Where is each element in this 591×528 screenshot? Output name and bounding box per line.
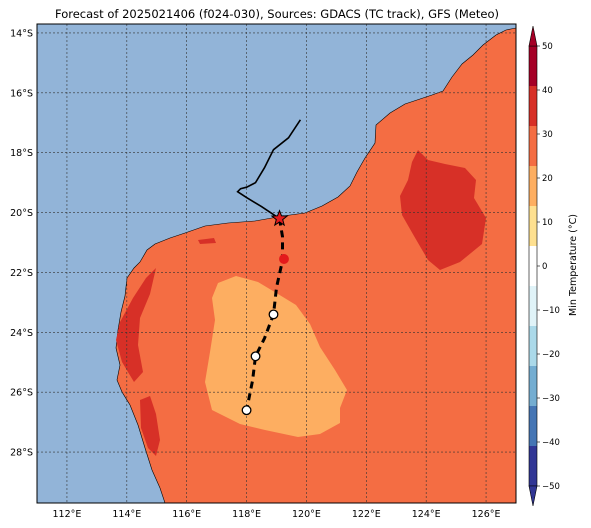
colorbar-bottom-arrow — [528, 485, 538, 507]
colorbar-tick-label: 20 — [542, 174, 553, 184]
x-tick-label: 126°E — [472, 509, 501, 520]
colorbar-segment — [529, 46, 537, 87]
map-frame — [36, 23, 517, 504]
colorbar-segment — [529, 86, 537, 127]
colorbar-top-arrow — [528, 25, 538, 47]
forecast-point-marker — [250, 351, 261, 362]
forecast-point-marker — [241, 405, 252, 416]
colorbar-label: Min Temperature (°C) — [568, 214, 579, 316]
colorbar-tick-label: 10 — [542, 218, 553, 228]
x-tick-label: 116°E — [172, 509, 201, 520]
colorbar-segment — [529, 406, 537, 447]
x-axis-ticks: 112°E 114°E 116°E 118°E 120°E 122°E 124°E 126°E — [52, 509, 500, 520]
x-tick-label: 122°E — [352, 509, 381, 520]
y-tick-label: 18°S — [10, 148, 33, 159]
colorbar-tick-label: −30 — [542, 394, 560, 404]
colorbar-segment — [529, 126, 537, 167]
map-area — [37, 24, 516, 503]
colorbar-tick-label: 0 — [542, 262, 547, 272]
colorbar-segment — [529, 166, 537, 207]
x-tick-label: 112°E — [52, 509, 81, 520]
colorbar: 50 40 30 20 10 0 −10 −20 −30 −40 −50 — [528, 25, 560, 507]
figure-title: Forecast of 2025021406 (f024-030), Sourc… — [55, 7, 499, 21]
forecast-points — [241, 254, 289, 416]
colorbar-tick-label: −10 — [542, 306, 560, 316]
colorbar-tick-label: 50 — [542, 42, 553, 52]
colorbar-segment — [529, 206, 537, 247]
x-tick-label: 118°E — [232, 509, 261, 520]
colorbar-tick-label: −50 — [542, 482, 560, 492]
past-track-line — [236, 119, 302, 220]
y-tick-label: 28°S — [10, 448, 33, 459]
x-tick-label: 124°E — [412, 509, 441, 520]
forecast-point-marker — [268, 309, 279, 320]
colorbar-segment — [529, 446, 537, 487]
warm-zone-northeast — [400, 150, 486, 270]
colorbar-segment — [529, 246, 537, 287]
cool-zone-interior — [205, 276, 347, 437]
y-tick-label: 14°S — [10, 28, 33, 39]
forecast-point-marker — [279, 254, 289, 264]
warm-zone-coast-1 — [116, 268, 156, 382]
colorbar-segment — [529, 286, 537, 327]
colorbar-tick-label: 30 — [542, 130, 553, 140]
x-tick-label: 114°E — [112, 509, 141, 520]
x-tick-label: 120°E — [292, 509, 321, 520]
y-tick-label: 26°S — [10, 388, 33, 399]
y-tick-label: 20°S — [10, 208, 33, 219]
warm-zone-small — [198, 238, 216, 244]
colorbar-tick-label: −20 — [542, 350, 560, 360]
colorbar-tick-label: 40 — [542, 86, 553, 96]
colorbar-segment — [529, 326, 537, 367]
colorbar-tick-label: −40 — [542, 438, 560, 448]
y-tick-label: 22°S — [10, 268, 33, 279]
current-position-star-icon — [270, 209, 289, 227]
warm-zone-coast-2 — [140, 396, 160, 456]
colorbar-segment — [529, 366, 537, 407]
y-tick-label: 24°S — [10, 328, 33, 339]
y-tick-label: 16°S — [10, 88, 33, 99]
y-axis-ticks: 14°S 16°S 18°S 20°S 22°S 24°S 26°S 28°S — [10, 28, 33, 458]
